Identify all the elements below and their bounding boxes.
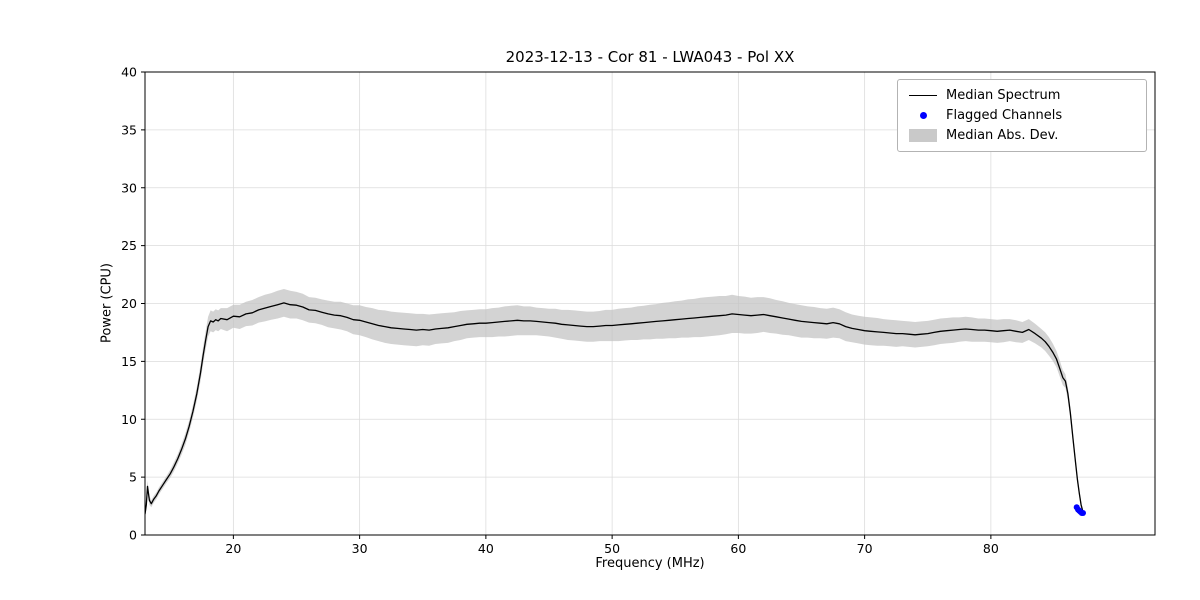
chart-title: 2023-12-13 - Cor 81 - LWA043 - Pol XX xyxy=(505,48,795,66)
x-tick-label: 30 xyxy=(352,541,368,556)
y-tick-label: 10 xyxy=(121,412,137,427)
x-tick-label: 50 xyxy=(604,541,620,556)
y-tick-label: 25 xyxy=(121,238,137,253)
x-axis-label: Frequency (MHz) xyxy=(595,556,705,571)
flagged-point xyxy=(1080,510,1086,516)
y-tick-label: 5 xyxy=(129,470,137,485)
legend-label: Median Abs. Dev. xyxy=(946,127,1059,143)
x-tick-label: 60 xyxy=(730,541,746,556)
median-line-swatch xyxy=(906,94,940,96)
median-line xyxy=(145,302,1084,515)
mad-band-swatch xyxy=(906,128,940,142)
y-tick-label: 15 xyxy=(121,354,137,369)
x-tick-label: 80 xyxy=(983,541,999,556)
flagged-dot-swatch xyxy=(906,111,940,119)
y-tick-label: 40 xyxy=(121,65,137,80)
legend-label: Median Spectrum xyxy=(946,87,1061,103)
y-tick-label: 0 xyxy=(129,528,137,543)
legend: Median Spectrum Flagged Channels Median … xyxy=(897,79,1147,152)
y-tick-label: 20 xyxy=(121,296,137,311)
legend-entry-median-spectrum: Median Spectrum xyxy=(906,85,1138,105)
x-tick-label: 20 xyxy=(225,541,241,556)
legend-entry-median-abs-dev: Median Abs. Dev. xyxy=(906,125,1138,145)
mad-band xyxy=(145,289,1083,518)
x-tick-label: 40 xyxy=(478,541,494,556)
legend-entry-flagged-channels: Flagged Channels xyxy=(906,105,1138,125)
x-tick-label: 70 xyxy=(857,541,873,556)
y-tick-label: 30 xyxy=(121,180,137,195)
legend-label: Flagged Channels xyxy=(946,107,1063,123)
y-tick-label: 35 xyxy=(121,122,137,137)
y-axis-label: Power (CPU) xyxy=(99,262,115,344)
